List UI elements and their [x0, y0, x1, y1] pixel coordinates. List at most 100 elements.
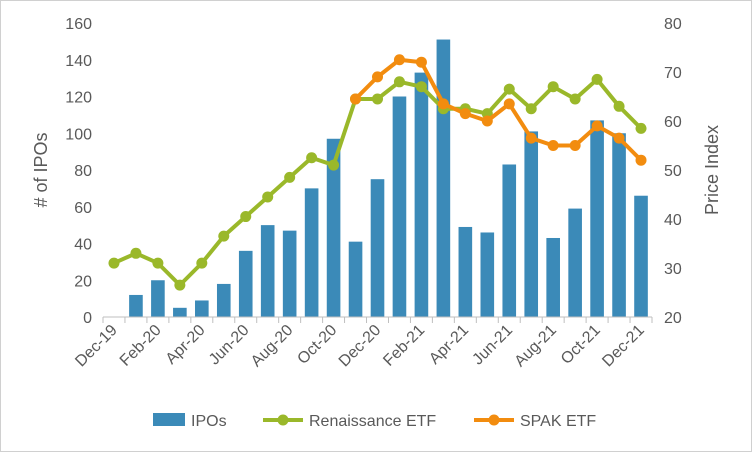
x-tick-label: Feb-20	[117, 322, 165, 370]
bar-ipos	[546, 237, 560, 317]
y-tick-label: 20	[74, 273, 92, 290]
spak-point	[569, 140, 581, 151]
x-tick-label: Dec-19	[72, 322, 121, 371]
bar-ipos	[282, 230, 297, 317]
bar-ipos	[195, 300, 209, 317]
bar-ipos	[458, 226, 473, 317]
bar-ipos	[173, 307, 187, 317]
y2-tick-label: 40	[664, 212, 682, 229]
y-tick-label: 40	[74, 237, 92, 254]
renaissance-point	[174, 279, 186, 291]
y-tick-label: 80	[74, 163, 92, 180]
renaissance-point	[569, 93, 581, 105]
renaissance-point	[196, 257, 208, 269]
bar-ipos	[392, 96, 407, 317]
spak-point	[459, 108, 471, 120]
renaissance-point	[547, 81, 559, 93]
price-lines	[108, 54, 647, 291]
bar-ipos	[414, 72, 429, 317]
bar-ipos	[370, 179, 385, 317]
y2-tick-label: 80	[664, 16, 682, 33]
y-tick-label: 0	[83, 310, 92, 327]
ipo-bars	[129, 39, 648, 317]
x-tick-label: Dec-20	[336, 322, 385, 371]
x-tick-label: Feb-21	[380, 322, 428, 370]
renaissance-point	[306, 152, 318, 164]
bar-ipos	[436, 39, 451, 317]
spak-point	[393, 54, 405, 66]
spak-point	[372, 71, 383, 83]
y2-tick-label: 60	[664, 114, 682, 131]
y-tick-label: 100	[65, 126, 92, 143]
renaissance-point	[218, 230, 230, 242]
x-axis-ticks: Dec-19Feb-20Apr-20Jun-20Aug-20Oct-20Dec-…	[72, 317, 653, 371]
spak-point	[503, 98, 515, 110]
bar-ipos	[502, 164, 517, 317]
x-tick-label: Jun-21	[469, 322, 516, 369]
renaissance-point	[284, 171, 296, 183]
x-tick-label: Apr-21	[426, 322, 472, 368]
bar-ipos	[524, 131, 539, 317]
spak-point	[437, 98, 449, 110]
renaissance-point	[262, 191, 274, 203]
renaissance-point	[108, 257, 120, 269]
spak-point	[591, 120, 603, 132]
bar-ipos	[348, 241, 363, 317]
spak-point	[613, 132, 625, 144]
y-tick-label: 140	[65, 53, 92, 70]
x-tick-label: Aug-20	[248, 322, 297, 371]
spak-point	[415, 56, 427, 68]
x-tick-label: Oct-21	[558, 322, 604, 368]
bar-ipos	[480, 232, 495, 317]
bar-ipos	[260, 225, 275, 317]
y2-tick-label: 20	[664, 310, 682, 327]
bar-ipos	[634, 195, 648, 317]
bar-ipos	[216, 283, 231, 317]
y-tick-label: 120	[65, 90, 92, 107]
y-tick-label: 60	[74, 200, 92, 217]
legend-label-spak: SPAK ETF	[520, 413, 596, 430]
renaissance-point	[130, 247, 142, 259]
right-axis-ticks: 20 30 40 50 60 70 80	[664, 16, 682, 327]
bar-ipos	[238, 250, 253, 317]
bar-ipos	[590, 120, 604, 317]
y2-tick-label: 70	[664, 65, 682, 82]
spak-point	[481, 115, 493, 127]
renaissance-point	[372, 93, 383, 105]
left-axis-ticks: 0 20 40 60 80 100 120 140 160	[65, 16, 92, 327]
y-axis-title: # of IPOs	[31, 132, 51, 207]
legend-label-ipos: IPOs	[191, 413, 227, 430]
y2-axis-title: Price Index	[702, 125, 722, 215]
x-tick-label: Oct-20	[294, 322, 340, 368]
y2-tick-label: 30	[664, 261, 682, 278]
bar-ipos	[568, 208, 582, 317]
spak-point	[635, 154, 647, 166]
renaissance-point	[525, 103, 537, 115]
legend: IPOs Renaissance ETF SPAK ETF	[153, 413, 596, 430]
renaissance-point	[503, 83, 515, 95]
renaissance-point	[240, 211, 252, 223]
bar-ipos	[304, 188, 319, 317]
spak-point	[350, 93, 362, 105]
x-tick-label: Apr-20	[163, 322, 209, 368]
bar-ipos	[326, 138, 341, 317]
renaissance-point	[415, 81, 427, 93]
spak-point	[547, 140, 559, 151]
legend-marker-renaissance	[277, 414, 289, 426]
x-tick-label: Aug-21	[512, 322, 561, 371]
legend-swatch-ipos	[153, 413, 185, 426]
legend-marker-spak	[488, 414, 500, 426]
bar-ipos	[612, 133, 626, 317]
renaissance-point	[393, 76, 405, 88]
renaissance-point	[635, 122, 647, 134]
x-tick-label: Dec-21	[599, 322, 648, 371]
bar-ipos	[129, 294, 143, 317]
spak-point	[525, 132, 537, 144]
bar-ipos	[151, 280, 165, 317]
y2-tick-label: 50	[664, 163, 682, 180]
renaissance-point	[328, 159, 340, 171]
renaissance-point	[591, 73, 603, 85]
legend-label-renaissance: Renaissance ETF	[309, 413, 436, 430]
y-tick-label: 160	[65, 16, 92, 33]
